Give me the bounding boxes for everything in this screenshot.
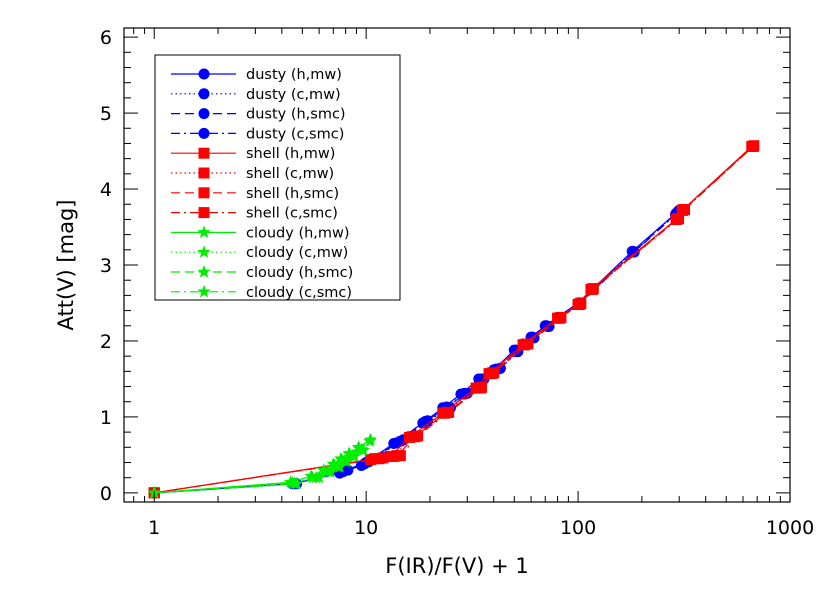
legend-marker-dusty-h-mw — [198, 68, 210, 80]
data-point-shell-c-smc — [555, 311, 567, 323]
data-point-dusty-c-smc — [342, 464, 354, 476]
data-point-shell-c-smc — [394, 450, 406, 462]
legend-item-cloudy-h-mw: cloudy (h,mw) — [171, 225, 350, 241]
data-point-shell-c-smc — [377, 452, 389, 464]
legend-item-cloudy-c-mw: cloudy (c,mw) — [171, 245, 348, 261]
y-tick-label: 1 — [100, 407, 112, 429]
legend-item-dusty-h-mw: dusty (h,mw) — [171, 67, 342, 83]
legend-marker-shell-c-mw — [198, 167, 210, 179]
y-tick-label: 4 — [100, 179, 112, 201]
legend-marker-shell-h-smc — [198, 187, 210, 199]
legend-label: shell (c,smc) — [246, 206, 338, 222]
data-point-shell-c-smc — [673, 213, 685, 225]
y-tick-label: 6 — [100, 27, 112, 49]
y-axis-label: Att(V) [mag] — [54, 200, 78, 331]
legend-item-dusty-h-smc: dusty (h,smc) — [171, 107, 346, 123]
legend-item-shell-h-smc: shell (h,smc) — [171, 186, 339, 202]
data-point-shell-c-smc — [575, 298, 587, 310]
data-point-shell-c-smc — [488, 367, 500, 379]
legend-item-dusty-c-smc: dusty (c,smc) — [171, 126, 344, 142]
legend-label: dusty (c,mw) — [246, 87, 341, 103]
data-point-cloudy-c-smc — [290, 476, 304, 490]
legend-item-shell-h-mw: shell (h,mw) — [171, 146, 335, 162]
legend: dusty (h,mw) dusty (c,mw) dusty (h,smc) dus… — [154, 54, 401, 301]
legend-marker-cloudy-c-smc — [197, 284, 211, 298]
data-point-cloudy-c-mw — [363, 434, 377, 447]
data-point-shell-c-smc — [412, 430, 424, 442]
axis-ticks: 1 10 100 1000 0 1 2 3 4 5 6 — [100, 27, 814, 539]
data-point-cloudy-c-smc — [356, 443, 371, 457]
legend-marker-cloudy-h-mw — [197, 225, 211, 239]
legend-item-cloudy-h-smc: cloudy (h,smc) — [171, 265, 353, 281]
legend-label: cloudy (h,smc) — [246, 265, 353, 281]
legend-label: dusty (h,smc) — [246, 107, 346, 123]
legend-marker-shell-c-smc — [198, 207, 210, 219]
legend-marker-cloudy-c-mw — [197, 245, 211, 258]
legend-item-shell-c-mw: shell (c,mw) — [171, 166, 334, 182]
legend-marker-dusty-c-mw — [198, 88, 210, 100]
legend-label: cloudy (c,smc) — [246, 285, 352, 301]
data-point-shell-c-smc — [475, 381, 487, 393]
legend-marker-dusty-c-smc — [198, 127, 210, 139]
legend-label: shell (c,mw) — [246, 166, 334, 182]
data-point-shell-c-smc — [679, 204, 691, 216]
data-point-cloudy-c-smc — [340, 454, 354, 468]
legend-item-shell-c-smc: shell (c,smc) — [171, 206, 338, 222]
y-tick-label: 0 — [100, 483, 112, 505]
x-tick-label: 100 — [560, 517, 596, 539]
legend-label: cloudy (c,mw) — [246, 245, 348, 261]
legend-marker-cloudy-h-smc — [197, 265, 211, 278]
y-tick-label: 3 — [100, 255, 112, 277]
data-point-shell-c-smc — [587, 283, 599, 295]
data-point-dusty-c-smc — [628, 246, 640, 258]
legend-label: shell (h,mw) — [246, 146, 335, 162]
data-point-cloudy-c-smc — [347, 449, 362, 463]
data-point-shell-c-smc — [522, 338, 534, 350]
series-layer — [147, 140, 760, 499]
legend-label: dusty (h,mw) — [246, 67, 342, 83]
data-point-dusty-c-smc — [422, 415, 434, 427]
legend-marker-dusty-h-smc — [198, 108, 210, 120]
legend-box — [154, 54, 401, 301]
data-point-shell-c-smc — [748, 140, 760, 152]
data-point-cloudy-c-smc — [312, 470, 326, 484]
legend-label: cloudy (h,mw) — [246, 225, 350, 241]
y-tick-label: 2 — [100, 331, 112, 353]
x-axis-label: F(IR)/F(V) + 1 — [385, 554, 528, 578]
legend-item-cloudy-c-smc: cloudy (c,smc) — [171, 284, 352, 301]
x-tick-label: 10 — [354, 517, 378, 539]
legend-label: shell (h,smc) — [246, 186, 339, 202]
x-tick-label: 1 — [148, 517, 160, 539]
legend-marker-shell-h-mw — [198, 147, 210, 159]
y-tick-label: 5 — [100, 103, 112, 125]
data-point-cloudy-c-smc — [324, 465, 338, 479]
data-point-cloudy-c-smc — [333, 460, 347, 473]
x-tick-label: 1000 — [766, 517, 814, 539]
legend-label: dusty (c,smc) — [246, 126, 344, 142]
data-point-shell-c-smc — [443, 406, 455, 418]
legend-item-dusty-c-mw: dusty (c,mw) — [171, 87, 341, 103]
